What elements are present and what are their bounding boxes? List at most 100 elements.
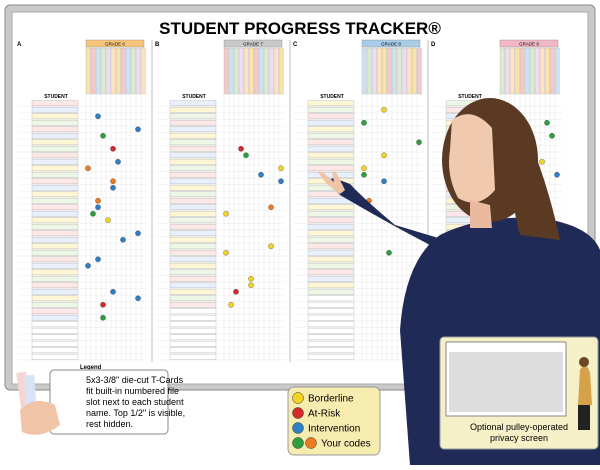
- legend-label: Intervention: [308, 424, 360, 435]
- status-dot: [90, 210, 96, 217]
- student-card: [307, 249, 355, 256]
- grid-column: [238, 47, 244, 95]
- status-dot: [381, 107, 387, 113]
- student-card: [31, 334, 79, 341]
- status-dot: [238, 145, 244, 152]
- student-card: [307, 256, 355, 263]
- student-card: [307, 334, 355, 341]
- grid-column: [223, 47, 229, 95]
- student-card: [31, 262, 79, 269]
- student-card: [307, 145, 355, 152]
- student-card: [169, 132, 217, 139]
- grade-label: GRADE 6: [105, 42, 125, 47]
- grid-column: [401, 47, 407, 95]
- grid-column: [539, 47, 545, 95]
- grade-tag: [85, 39, 145, 48]
- status-dot: [110, 184, 116, 191]
- status-dot: [95, 204, 101, 210]
- status-dot: [85, 165, 91, 171]
- status-dot: [95, 197, 101, 204]
- student-card: [169, 126, 217, 133]
- student-card: [307, 100, 355, 107]
- legend-swatch: [292, 437, 304, 449]
- callout-text: Optional pulley-operated: [470, 422, 568, 432]
- grid-column: [509, 47, 515, 95]
- board-legend-title: Legend: [80, 365, 102, 371]
- student-card: [307, 217, 355, 224]
- grid-column: [140, 47, 146, 95]
- student-card: [31, 126, 79, 133]
- grid-column: [554, 47, 560, 95]
- grid-column: [248, 47, 254, 95]
- student-card: [31, 178, 79, 185]
- student-card: [169, 243, 217, 250]
- grid-column: [391, 47, 397, 95]
- section-letter: A: [17, 42, 22, 48]
- student-card: [169, 256, 217, 263]
- grid-column: [381, 47, 387, 95]
- student-card: [31, 171, 79, 178]
- student-card: [31, 347, 79, 354]
- student-card: [307, 113, 355, 120]
- student-card: [169, 191, 217, 198]
- status-dot: [248, 275, 254, 282]
- status-dot: [416, 139, 422, 145]
- student-card: [31, 210, 79, 217]
- student-card: [307, 314, 355, 321]
- student-card: [31, 314, 79, 321]
- student-card: [169, 178, 217, 185]
- status-dot: [115, 158, 121, 165]
- status-dot: [223, 249, 229, 256]
- student-card: [307, 288, 355, 295]
- student-card: [169, 113, 217, 120]
- grid-column: [85, 47, 91, 95]
- tracker-grid: A GRADE 6 STUDENT B GRADE 7 STUDENT C GRADE 8 ST…: [17, 39, 562, 362]
- grid-column: [258, 47, 264, 95]
- grid-column: [514, 47, 520, 95]
- grid-column: [396, 47, 402, 95]
- status-dot: [258, 171, 264, 178]
- grid-column: [534, 47, 540, 95]
- grid-column: [278, 47, 284, 95]
- grid-column: [406, 47, 412, 95]
- status-dot: [110, 178, 116, 184]
- callout-text: fit built-in numbered file: [86, 386, 179, 396]
- student-card: [31, 152, 79, 159]
- grid-column: [499, 47, 505, 95]
- student-card: [31, 204, 79, 211]
- grade-label: GRADE 9: [519, 42, 539, 47]
- callout-text: slot next to each student: [86, 397, 184, 407]
- student-card: [31, 113, 79, 120]
- status-dot: [243, 152, 249, 158]
- grid-column: [263, 47, 269, 95]
- student-card: [169, 158, 217, 165]
- section-letter: D: [431, 42, 436, 48]
- student-card: [169, 184, 217, 191]
- status-dot: [268, 243, 274, 249]
- student-card: [31, 269, 79, 276]
- student-card: [169, 217, 217, 224]
- grid-column: [529, 47, 535, 95]
- student-card: [31, 184, 79, 191]
- section-letter: C: [293, 42, 298, 48]
- student-card: [307, 327, 355, 334]
- student-card: [307, 106, 355, 113]
- legend-swatch: [292, 392, 304, 404]
- grid-column: [95, 47, 101, 95]
- student-card: [169, 119, 217, 126]
- grid-column: [253, 47, 259, 95]
- grade-tag: [499, 39, 559, 48]
- student-card: [169, 139, 217, 146]
- student-card: [31, 100, 79, 107]
- status-dot: [361, 171, 367, 178]
- grid-column: [376, 47, 382, 95]
- student-card: [31, 236, 79, 243]
- student-card: [307, 210, 355, 217]
- student-card: [169, 288, 217, 295]
- grid-column: [115, 47, 121, 95]
- student-card: [169, 204, 217, 211]
- callout-text: rest hidden.: [86, 419, 133, 429]
- status-dot: [554, 171, 560, 178]
